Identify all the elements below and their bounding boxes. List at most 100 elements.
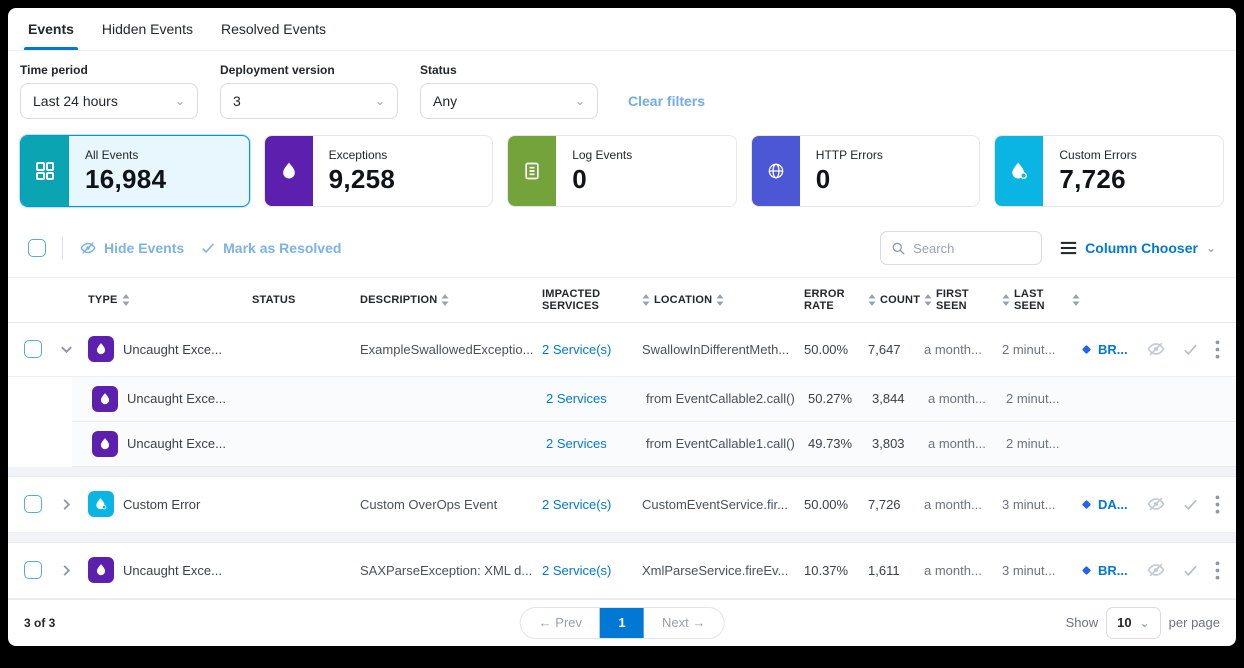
deployment-version-value: 3 — [233, 93, 241, 110]
card-value: 9,258 — [328, 163, 396, 194]
card-custom-errors[interactable]: Custom Errors 7,726 — [994, 135, 1224, 208]
table-subrow[interactable]: Uncaught Exce... 2 Services from EventCa… — [72, 376, 1236, 422]
flame-gear-icon — [995, 136, 1044, 207]
current-page-button[interactable]: 1 — [600, 607, 644, 638]
show-label: Show — [1065, 615, 1099, 631]
tab-events[interactable]: Events — [24, 8, 78, 51]
header-type[interactable]: TYPE — [88, 294, 252, 307]
card-all-events[interactable]: All Events 16,984 — [20, 135, 250, 208]
card-label: Exceptions — [328, 147, 388, 162]
tab-hidden-events[interactable]: Hidden Events — [101, 21, 193, 38]
mark-resolved-button[interactable]: Mark as Resolved — [200, 240, 341, 256]
event-type-label: Uncaught Exce... — [123, 562, 222, 578]
impacted-services-link[interactable]: 2 Service(s) — [542, 496, 612, 512]
table-row[interactable]: Uncaught Exce... ExampleSwallowedExcepti… — [8, 323, 1236, 377]
header-description[interactable]: DESCRIPTION — [360, 294, 542, 307]
status-label: Status — [420, 63, 457, 78]
row-checkbox[interactable] — [24, 340, 42, 359]
table-row[interactable]: Custom Error Custom OverOps Event 2 Serv… — [8, 477, 1236, 533]
select-all-checkbox[interactable] — [28, 239, 46, 258]
chevron-right-icon[interactable] — [60, 564, 88, 577]
search-box[interactable] — [880, 231, 1043, 266]
hide-event-icon[interactable] — [1146, 494, 1166, 514]
next-page-button[interactable]: Next → — [662, 615, 706, 631]
card-http-errors[interactable]: HTTP Errors 0 — [750, 135, 981, 208]
time-period-select[interactable]: Last 24 hours ⌄ — [20, 83, 198, 120]
tab-resolved-events[interactable]: Resolved Events — [220, 21, 327, 38]
flame-icon — [264, 136, 313, 207]
card-value: 0 — [572, 163, 587, 194]
resolve-icon[interactable] — [1182, 496, 1199, 513]
page-size-select[interactable]: 10 ⌄ — [1106, 606, 1161, 639]
row-actions — [1146, 339, 1224, 359]
jira-ticket-link[interactable]: DA... — [1080, 497, 1146, 512]
row-separator — [8, 532, 1236, 543]
table-row[interactable]: Uncaught Exce... SAXParseException: XML … — [8, 543, 1236, 599]
deployment-version-select[interactable]: 3 ⌄ — [220, 83, 398, 120]
header-impacted-services[interactable]: IMPACTED SERVICES — [542, 287, 601, 313]
impacted-services-link[interactable]: 2 Service(s) — [542, 562, 612, 578]
search-input[interactable] — [913, 240, 1024, 256]
event-type-cell: Uncaught Exce... — [92, 430, 256, 457]
resolve-icon[interactable] — [1182, 562, 1199, 579]
sort-icon — [441, 294, 449, 307]
header-location[interactable]: LOCATION — [642, 294, 804, 307]
sort-icon — [924, 294, 932, 307]
custom-error-icon — [88, 491, 114, 518]
app-window: Events Hidden Events Resolved Events Tim… — [8, 8, 1236, 646]
event-type-label: Custom Error — [123, 496, 201, 512]
card-value: 16,984 — [85, 163, 167, 194]
row-checkbox[interactable] — [24, 561, 42, 580]
location-cell: SwallowInDifferentMeth... — [642, 341, 790, 357]
bulk-actions-toolbar: Hide Events Mark as Resolved Column Choo… — [8, 221, 1236, 277]
header-last-seen[interactable]: LAST SEEN — [1002, 288, 1080, 313]
event-type-label: Uncaught Exce... — [123, 341, 222, 357]
jira-ticket-link[interactable]: BR... — [1080, 563, 1146, 578]
error-rate-cell: 50.00% — [804, 341, 849, 357]
uncaught-exception-icon — [92, 430, 118, 457]
row-checkbox[interactable] — [24, 495, 42, 514]
hide-event-icon[interactable] — [1146, 560, 1166, 580]
impacted-services-link[interactable]: 2 Service(s) — [542, 341, 612, 357]
card-label: Log Events — [572, 147, 633, 162]
kebab-menu-icon[interactable] — [1215, 340, 1220, 359]
document-icon — [508, 136, 557, 207]
table-footer: 3 of 3 ← Prev 1 Next → Show 10 ⌄ per pag… — [8, 598, 1236, 646]
impacted-services-link[interactable]: 2 Services — [546, 391, 607, 407]
event-type-cell: Custom Error — [88, 491, 252, 518]
header-status[interactable]: STATUS — [252, 293, 296, 306]
last-seen-cell: 3 minut... — [1002, 562, 1056, 578]
status-select[interactable]: Any ⌄ — [420, 83, 598, 120]
header-first-seen[interactable]: FIRST SEEN — [924, 288, 1002, 313]
event-type-label: Uncaught Exce... — [127, 391, 226, 407]
tab-bar: Events Hidden Events Resolved Events — [8, 8, 1236, 52]
globe-icon — [751, 136, 800, 207]
chevron-down-icon[interactable] — [60, 343, 88, 356]
sort-icon — [642, 294, 650, 307]
table-subrow[interactable]: Uncaught Exce... 2 Services from EventCa… — [72, 421, 1236, 467]
jira-ticket-link[interactable]: BR... — [1080, 342, 1146, 357]
header-error-rate[interactable]: ERROR RATE — [804, 287, 845, 313]
kebab-menu-icon[interactable] — [1215, 561, 1220, 580]
hide-event-icon[interactable] — [1146, 339, 1166, 359]
hide-events-button[interactable]: Hide Events — [79, 239, 184, 257]
sort-icon — [1072, 294, 1080, 307]
chevron-right-icon[interactable] — [60, 498, 88, 511]
sort-icon — [122, 294, 130, 307]
kebab-menu-icon[interactable] — [1215, 495, 1220, 514]
card-value: 7,726 — [1059, 163, 1126, 194]
column-chooser-button[interactable]: Column Chooser ⌄ — [1060, 240, 1216, 256]
resolve-icon[interactable] — [1182, 341, 1199, 358]
location-cell: CustomEventService.fir... — [642, 496, 788, 512]
hamburger-icon — [1061, 242, 1077, 255]
header-count[interactable]: COUNT — [868, 294, 924, 307]
count-cell: 7,647 — [868, 341, 901, 357]
error-rate-cell: 50.27% — [808, 391, 853, 407]
card-exceptions[interactable]: Exceptions 9,258 — [263, 135, 494, 208]
impacted-services-link[interactable]: 2 Services — [546, 436, 607, 452]
time-period-label: Time period — [20, 63, 88, 78]
clear-filters-link[interactable]: Clear filters — [628, 93, 706, 110]
card-log-events[interactable]: Log Events 0 — [507, 135, 737, 208]
prev-page-button[interactable]: ← Prev — [538, 615, 582, 631]
time-period-filter: Time period Last 24 hours ⌄ — [20, 63, 198, 120]
